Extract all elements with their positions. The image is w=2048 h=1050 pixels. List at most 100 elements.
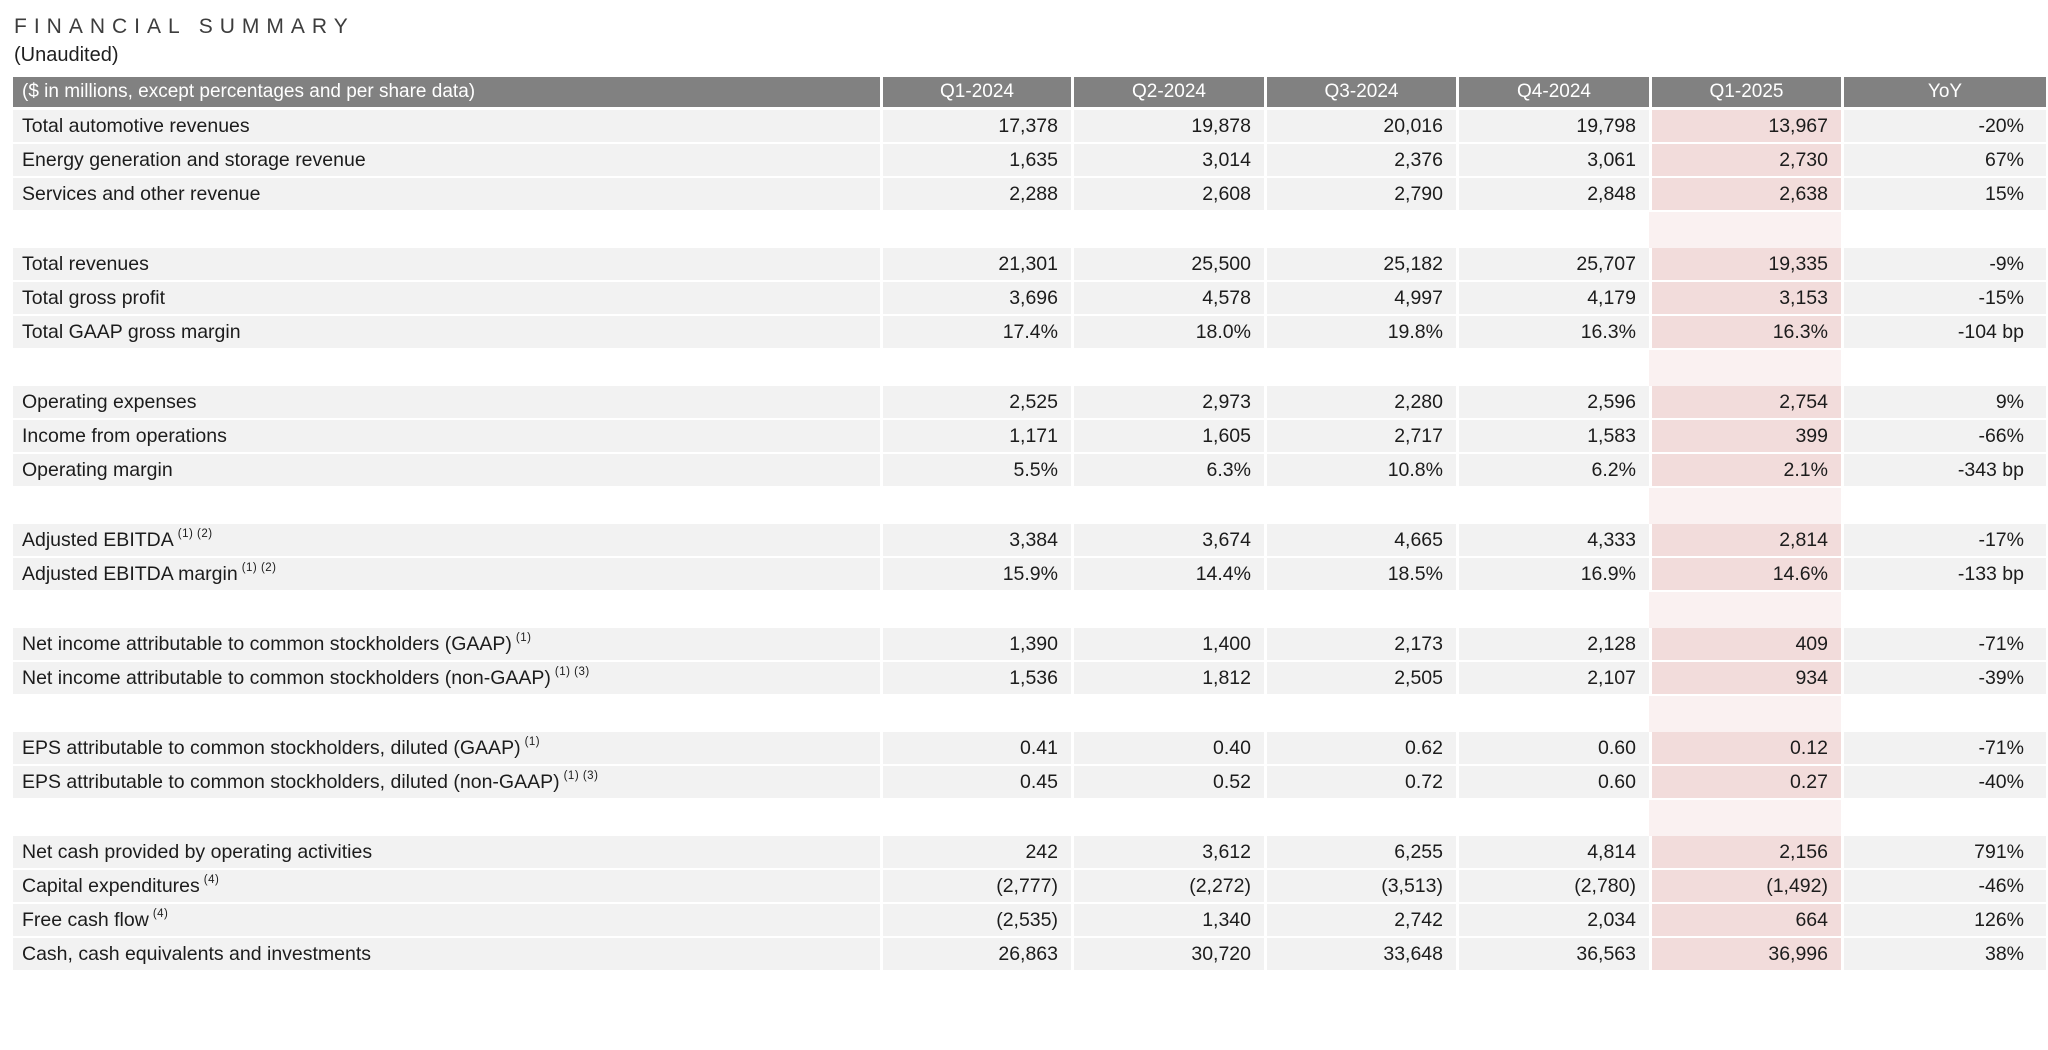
yoy-cell: -343 bp bbox=[1841, 454, 2046, 489]
row-label: Income from operations bbox=[13, 420, 880, 455]
value-cell-q4-2024: 16.3% bbox=[1456, 316, 1649, 351]
value-cell-q2-2024: 0.52 bbox=[1071, 766, 1264, 801]
value-cell-q3-2024: 0.72 bbox=[1264, 766, 1456, 801]
spacer-cell bbox=[1456, 696, 1649, 733]
row-label: EPS attributable to common stockholders,… bbox=[13, 766, 880, 801]
value-cell-q2-2024: 18.0% bbox=[1071, 316, 1264, 351]
spacer-cell bbox=[1071, 696, 1264, 733]
spacer-cell bbox=[13, 212, 880, 249]
spacer-cell bbox=[1456, 488, 1649, 525]
value-cell-q1-2024: (2,777) bbox=[880, 870, 1071, 905]
section-spacer-row bbox=[13, 212, 2046, 249]
spacer-cell bbox=[13, 592, 880, 629]
spacer-cell bbox=[880, 488, 1071, 525]
value-cell-q3-2024: 25,182 bbox=[1264, 248, 1456, 283]
value-cell-q1-2025: 2,156 bbox=[1649, 836, 1841, 871]
spacer-cell bbox=[1071, 488, 1264, 525]
value-cell-q1-2024: 1,171 bbox=[880, 420, 1071, 455]
value-cell-q3-2024: 2,376 bbox=[1264, 144, 1456, 179]
footnote-marker: (4) bbox=[203, 874, 220, 887]
value-cell-q3-2024: 6,255 bbox=[1264, 836, 1456, 871]
value-cell-q4-2024: 3,061 bbox=[1456, 144, 1649, 179]
table-row: Net income attributable to common stockh… bbox=[13, 662, 2046, 697]
value-cell-q4-2024: 2,034 bbox=[1456, 904, 1649, 939]
value-cell-q2-2024: 25,500 bbox=[1071, 248, 1264, 283]
yoy-cell: 791% bbox=[1841, 836, 2046, 871]
value-cell-q3-2024: 0.62 bbox=[1264, 732, 1456, 767]
yoy-cell: -40% bbox=[1841, 766, 2046, 801]
header-cell-q3-2024: Q3-2024 bbox=[1264, 77, 1456, 111]
yoy-cell: -46% bbox=[1841, 870, 2046, 905]
spacer-cell bbox=[13, 488, 880, 525]
page-title: FINANCIAL SUMMARY bbox=[14, 15, 355, 38]
spacer-cell bbox=[13, 696, 880, 733]
table-row: Adjusted EBITDA margin (1) (2) 15.9% 14.4% 1… bbox=[13, 558, 2046, 593]
value-cell-q3-2024: 20,016 bbox=[1264, 110, 1456, 145]
value-cell-q2-2024: 1,812 bbox=[1071, 662, 1264, 697]
value-cell-q1-2025: 409 bbox=[1649, 628, 1841, 663]
value-cell-q1-2025: 3,153 bbox=[1649, 282, 1841, 317]
value-cell-q4-2024: 1,583 bbox=[1456, 420, 1649, 455]
row-label: Total gross profit bbox=[13, 282, 880, 317]
section-spacer-row bbox=[13, 592, 2046, 629]
row-label: Total revenues bbox=[13, 248, 880, 283]
value-cell-q1-2025: 2.1% bbox=[1649, 454, 1841, 489]
spacer-cell bbox=[1264, 212, 1456, 249]
section-spacer-row bbox=[13, 800, 2046, 837]
row-label: Services and other revenue bbox=[13, 178, 880, 213]
value-cell-q2-2024: 14.4% bbox=[1071, 558, 1264, 593]
row-label: Adjusted EBITDA (1) (2) bbox=[13, 524, 880, 559]
yoy-cell: -66% bbox=[1841, 420, 2046, 455]
value-cell-q3-2024: 2,742 bbox=[1264, 904, 1456, 939]
yoy-cell: -15% bbox=[1841, 282, 2046, 317]
value-cell-q1-2025: 664 bbox=[1649, 904, 1841, 939]
yoy-cell: -39% bbox=[1841, 662, 2046, 697]
yoy-cell: -20% bbox=[1841, 110, 2046, 145]
spacer-cell bbox=[1264, 800, 1456, 837]
footnote-marker: (1) bbox=[515, 632, 532, 645]
value-cell-q4-2024: 2,107 bbox=[1456, 662, 1649, 697]
yoy-cell: -9% bbox=[1841, 248, 2046, 283]
value-cell-q3-2024: (3,513) bbox=[1264, 870, 1456, 905]
value-cell-q1-2024: 242 bbox=[880, 836, 1071, 871]
spacer-cell bbox=[1456, 592, 1649, 629]
footnote-marker: (1) (2) bbox=[177, 528, 213, 541]
value-cell-q2-2024: 3,014 bbox=[1071, 144, 1264, 179]
table-row: EPS attributable to common stockholders,… bbox=[13, 766, 2046, 801]
footnote-marker: (1) (3) bbox=[563, 770, 599, 783]
spacer-cell bbox=[880, 592, 1071, 629]
value-cell-q1-2025: (1,492) bbox=[1649, 870, 1841, 905]
yoy-cell: 15% bbox=[1841, 178, 2046, 213]
row-label: Energy generation and storage revenue bbox=[13, 144, 880, 179]
value-cell-q1-2025: 16.3% bbox=[1649, 316, 1841, 351]
yoy-cell: 126% bbox=[1841, 904, 2046, 939]
spacer-cell bbox=[1841, 592, 2046, 629]
row-label: EPS attributable to common stockholders,… bbox=[13, 732, 880, 767]
value-cell-q1-2024: 0.45 bbox=[880, 766, 1071, 801]
row-label: Net income attributable to common stockh… bbox=[13, 662, 880, 697]
value-cell-q3-2024: 2,173 bbox=[1264, 628, 1456, 663]
spacer-cell bbox=[1841, 212, 2046, 249]
spacer-cell bbox=[1071, 592, 1264, 629]
footnote-marker: (1) bbox=[524, 736, 541, 749]
row-label: Adjusted EBITDA margin (1) (2) bbox=[13, 558, 880, 593]
value-cell-q2-2024: 19,878 bbox=[1071, 110, 1264, 145]
row-label: Operating margin bbox=[13, 454, 880, 489]
header-units-label: ($ in millions, except percentages and p… bbox=[13, 77, 880, 111]
value-cell-q1-2024: 2,525 bbox=[880, 386, 1071, 421]
value-cell-q1-2024: 21,301 bbox=[880, 248, 1071, 283]
table-row: Energy generation and storage revenue 1,6… bbox=[13, 144, 2046, 179]
value-cell-q1-2024: 2,288 bbox=[880, 178, 1071, 213]
value-cell-q1-2024: 15.9% bbox=[880, 558, 1071, 593]
row-label: Capital expenditures (4) bbox=[13, 870, 880, 905]
financial-summary-page: FINANCIAL SUMMARY (Unaudited) ($ in mill… bbox=[13, 15, 2046, 973]
value-cell-q1-2024: 0.41 bbox=[880, 732, 1071, 767]
yoy-cell: -133 bp bbox=[1841, 558, 2046, 593]
row-label: Cash, cash equivalents and investments bbox=[13, 938, 880, 973]
value-cell-q3-2024: 4,665 bbox=[1264, 524, 1456, 559]
value-cell-q2-2024: 1,400 bbox=[1071, 628, 1264, 663]
spacer-cell bbox=[1649, 592, 1841, 629]
table-row: Net income attributable to common stockh… bbox=[13, 628, 2046, 663]
table-row: Net cash provided by operating activitie… bbox=[13, 836, 2046, 871]
table-row: Adjusted EBITDA (1) (2) 3,384 3,674 4,665 4,3… bbox=[13, 524, 2046, 559]
